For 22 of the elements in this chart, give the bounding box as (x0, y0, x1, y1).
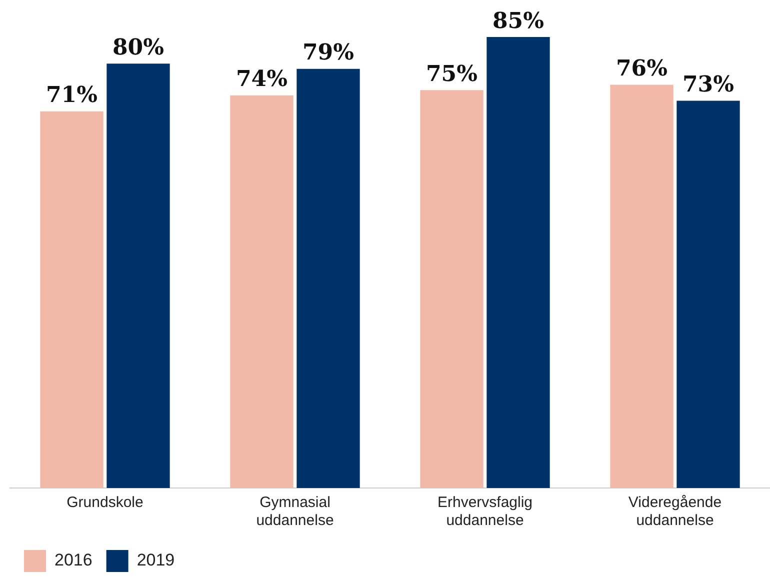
bar (420, 90, 484, 488)
bar (676, 100, 740, 488)
x-tick-label: Erhvervsfaglig uddannelse (437, 494, 533, 530)
x-tick-label: Videregående uddannelse (628, 494, 722, 530)
bar (40, 111, 104, 488)
legend-label: 2016 (54, 550, 92, 570)
data-label: 74% (236, 66, 288, 92)
x-tick-label: Grundskole (66, 494, 144, 512)
bar (296, 68, 360, 488)
bar (106, 64, 170, 488)
data-label: 76% (616, 56, 668, 82)
bar (610, 84, 674, 488)
data-label: 73% (682, 71, 734, 98)
legend-label: 2019 (136, 550, 175, 570)
x-tick-label: Gymnasial uddannelse (256, 494, 334, 530)
data-label: 80% (112, 34, 164, 60)
data-label: 71% (46, 82, 98, 108)
bar (230, 95, 294, 488)
data-label: 85% (492, 8, 544, 34)
bar (486, 37, 550, 488)
data-label: 79% (302, 40, 354, 66)
data-label: 75% (426, 60, 478, 87)
